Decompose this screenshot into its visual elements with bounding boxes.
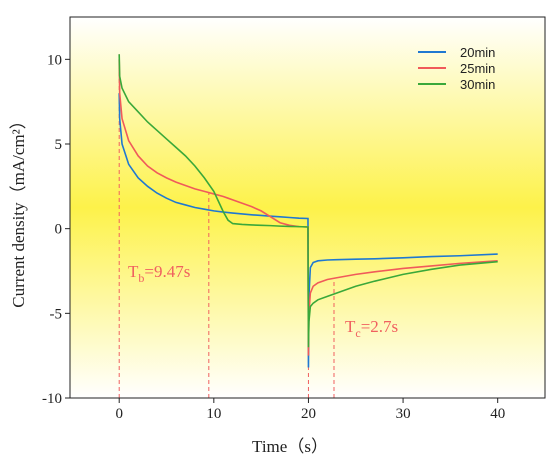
y-tick-label: -10 (42, 391, 62, 407)
x-tick-label: 10 (206, 406, 221, 422)
x-tick-label: 30 (396, 406, 411, 422)
legend-label: 30min (460, 77, 495, 92)
legend-label: 25min (460, 61, 495, 76)
annotation-rest: =9.47s (144, 262, 190, 281)
annotation-sub: b (138, 271, 144, 285)
x-tick-label: 40 (490, 406, 505, 422)
annotation: Tc=2.7s (345, 317, 398, 340)
y-tick-label: 5 (55, 137, 63, 153)
data-line (118, 54, 498, 348)
y-tick-label: -5 (50, 306, 63, 322)
annotation-sub: c (355, 326, 360, 340)
y-axis-label: Current density（mA/cm²） (9, 112, 28, 307)
plot-background (70, 17, 545, 398)
data-line (118, 59, 498, 356)
annotation-rest: =2.7s (361, 317, 398, 336)
plot-frame (69, 16, 546, 399)
annotation: Tb=9.47s (128, 262, 190, 285)
annotation-main: T (128, 262, 139, 281)
y-tick-label: 0 (55, 222, 63, 238)
y-tick-label: 10 (47, 52, 62, 68)
x-axis-label: Time（s） (252, 437, 328, 456)
legend-label: 20min (460, 45, 495, 60)
x-tick-label: 0 (115, 406, 123, 422)
data-line (118, 93, 498, 368)
annotation-main: T (345, 317, 356, 336)
x-tick-label: 20 (301, 406, 316, 422)
